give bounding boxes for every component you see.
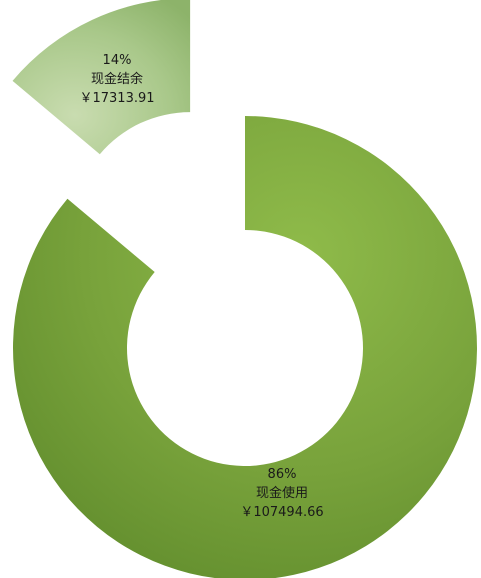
donut-slice-1 — [13, 116, 477, 578]
donut-slice-2 — [12, 0, 191, 155]
slice-2-percent-label: 14% — [103, 53, 132, 68]
slice-1-value-label: ￥107494.66 — [240, 505, 323, 520]
slice-1-percent-label: 86% — [268, 467, 297, 482]
slice-2-value-label: ￥17313.91 — [79, 91, 154, 106]
slice-label-group-1: 86% 现金使用 ￥107494.66 — [240, 467, 323, 520]
slice-label-group-2: 14% 现金结余 ￥17313.91 — [79, 53, 154, 106]
slice-1-name: 现金使用 — [256, 485, 308, 501]
slice-2-name: 现金结余 — [91, 71, 143, 87]
